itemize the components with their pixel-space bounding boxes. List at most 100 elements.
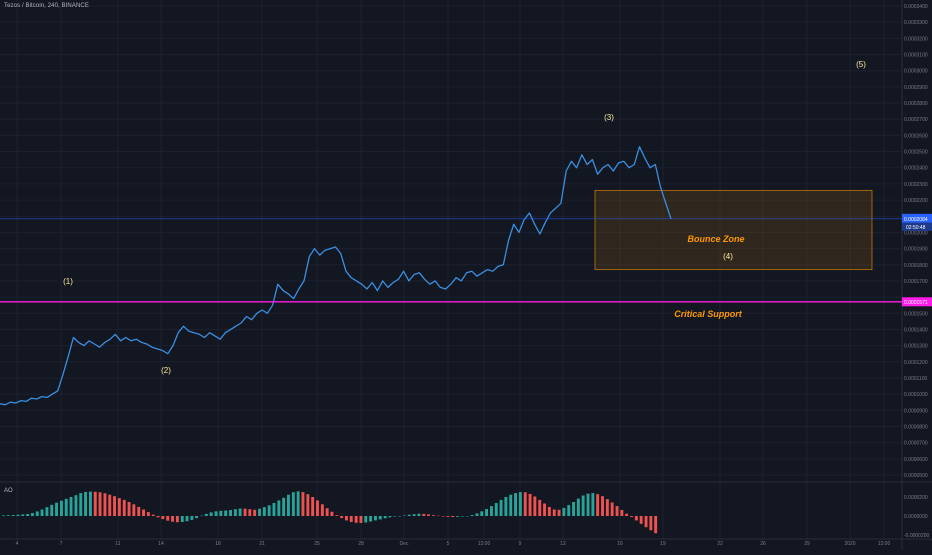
ao-bar bbox=[258, 509, 261, 516]
ao-bar bbox=[422, 514, 425, 516]
ao-bar bbox=[355, 516, 358, 523]
ao-bar bbox=[60, 501, 63, 516]
ao-bar bbox=[340, 516, 343, 518]
ao-bar bbox=[335, 515, 338, 516]
y-tick-label: 0.0000700 bbox=[904, 441, 928, 447]
ao-bar bbox=[263, 507, 266, 516]
bounce-zone[interactable] bbox=[595, 190, 872, 269]
x-tick-label: 12:00 bbox=[878, 541, 891, 547]
y-tick-label: 0.0001200 bbox=[904, 360, 928, 366]
ao-bar bbox=[297, 491, 300, 516]
ao-bar bbox=[649, 516, 652, 530]
x-tick-label: 21 bbox=[259, 541, 265, 547]
ao-bar bbox=[210, 512, 213, 516]
y-tick-label: 0.0000900 bbox=[904, 408, 928, 414]
ao-bar bbox=[84, 492, 87, 516]
ao-bar bbox=[195, 516, 198, 518]
ao-bar bbox=[287, 495, 290, 516]
ao-bar bbox=[369, 516, 372, 522]
ao-bar bbox=[596, 494, 599, 516]
x-tick-label: 19 bbox=[660, 541, 666, 547]
ao-bar bbox=[186, 516, 189, 521]
ao-bar bbox=[572, 502, 575, 516]
ao-bar bbox=[311, 497, 314, 516]
ao-bar bbox=[234, 509, 237, 516]
x-tick-label: 29 bbox=[804, 541, 810, 547]
ao-bar bbox=[128, 502, 131, 516]
ao-bar bbox=[533, 497, 536, 517]
ao-bar bbox=[253, 510, 256, 516]
ao-bar bbox=[50, 505, 53, 516]
ao-bar bbox=[205, 514, 208, 516]
ao-bar bbox=[282, 498, 285, 516]
ao-bar bbox=[316, 500, 319, 516]
ao-bar bbox=[108, 495, 111, 516]
x-tick-label: 2020 bbox=[844, 541, 855, 547]
y-tick-label: 0.0001000 bbox=[904, 392, 928, 398]
y-tick-label: 0.0001800 bbox=[904, 263, 928, 269]
support-price-label: 0.0001571 bbox=[904, 300, 928, 306]
ao-y-tick-label: 0.0000200 bbox=[904, 495, 928, 501]
ao-indicator-label[interactable]: AO bbox=[4, 488, 13, 494]
ao-bar bbox=[364, 516, 367, 523]
ao-bar bbox=[591, 493, 594, 516]
ao-bar bbox=[166, 516, 169, 521]
ao-bar bbox=[123, 500, 126, 516]
ao-bar bbox=[268, 505, 271, 516]
x-tick-label: 18 bbox=[215, 541, 221, 547]
y-tick-label: 0.0001900 bbox=[904, 247, 928, 253]
current-price-label: 0.0002084 bbox=[904, 217, 928, 223]
ao-bar bbox=[181, 516, 184, 522]
ao-bar bbox=[524, 492, 527, 516]
ao-bar bbox=[456, 516, 459, 517]
y-tick-label: 0.0002900 bbox=[904, 85, 928, 91]
ao-bar bbox=[302, 492, 305, 516]
ao-bar bbox=[587, 494, 590, 516]
y-tick-label: 0.0002500 bbox=[904, 150, 928, 156]
ao-bar bbox=[65, 499, 68, 516]
ao-bar bbox=[2, 515, 5, 516]
y-tick-label: 0.0002300 bbox=[904, 182, 928, 188]
ao-bar bbox=[529, 494, 532, 516]
y-tick-label: 0.0001100 bbox=[904, 376, 927, 382]
critical-support-label: Critical Support bbox=[674, 309, 743, 319]
ao-bar bbox=[442, 516, 445, 517]
ao-bar bbox=[161, 516, 164, 519]
ao-bar bbox=[543, 504, 546, 517]
x-tick-label: 12 bbox=[560, 541, 566, 547]
ao-bar bbox=[7, 515, 10, 516]
ao-bar bbox=[447, 516, 450, 517]
ao-bar bbox=[509, 495, 512, 516]
y-tick-label: 0.0002000 bbox=[904, 230, 928, 236]
x-tick-label: 5 bbox=[447, 541, 450, 547]
ao-bar bbox=[171, 516, 174, 522]
ao-bar bbox=[12, 515, 15, 516]
x-tick-label: 28 bbox=[358, 541, 364, 547]
ao-bar bbox=[99, 492, 102, 516]
ao-y-tick-label: -0.0000200 bbox=[904, 533, 930, 539]
ao-bar bbox=[495, 503, 498, 516]
symbol-title[interactable]: Tezos / Bitcoin, 240, BINANCE bbox=[4, 3, 89, 9]
x-tick-label: Dec bbox=[400, 541, 409, 547]
y-tick-label: 0.0003000 bbox=[904, 69, 928, 75]
wave-label-1: (1) bbox=[63, 277, 73, 286]
ao-bar bbox=[601, 496, 604, 516]
ao-bar bbox=[538, 500, 541, 516]
ao-bar bbox=[239, 509, 242, 517]
ao-bar bbox=[379, 516, 382, 519]
ao-bar bbox=[137, 507, 140, 516]
x-tick-label: 16 bbox=[617, 541, 623, 547]
wave-label-3: (3) bbox=[604, 113, 614, 122]
ao-y-tick-label: 0.0000000 bbox=[904, 514, 928, 520]
ao-bar bbox=[514, 493, 517, 516]
ao-bar bbox=[142, 510, 145, 517]
ao-bar bbox=[21, 514, 24, 516]
ao-bar bbox=[451, 516, 454, 517]
x-tick-label: 11 bbox=[115, 541, 120, 547]
y-tick-label: 0.0001500 bbox=[904, 311, 928, 317]
y-tick-label: 0.0001700 bbox=[904, 279, 928, 285]
wave-label-4: (4) bbox=[723, 252, 733, 261]
ao-bar bbox=[476, 513, 479, 516]
